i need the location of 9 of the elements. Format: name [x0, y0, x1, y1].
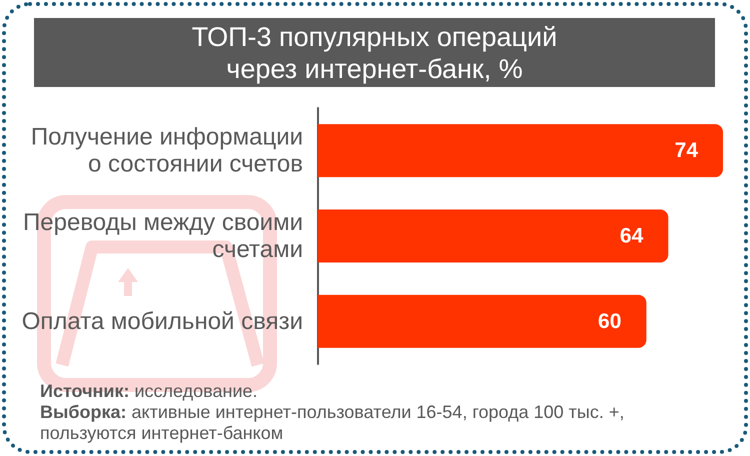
data-label: 74: [674, 139, 698, 162]
chart-title: ТОП-3 популярных операций через интернет-банк, %: [192, 20, 558, 84]
data-label: 64: [620, 224, 644, 248]
y-tick-label: Оплата мобильной связи: [22, 308, 303, 335]
y-tick-label: Переводы между своими счетами: [23, 209, 303, 263]
y-tick-label: Получение информации о состоянии счетов: [30, 124, 303, 178]
data-label: 60: [598, 310, 622, 333]
text: Источник: исследование.: [40, 381, 259, 402]
text: Выборка: активные интернет-пользователи 16-54, города 100 тыс. +, пользуются интернет-банком: [40, 402, 626, 444]
